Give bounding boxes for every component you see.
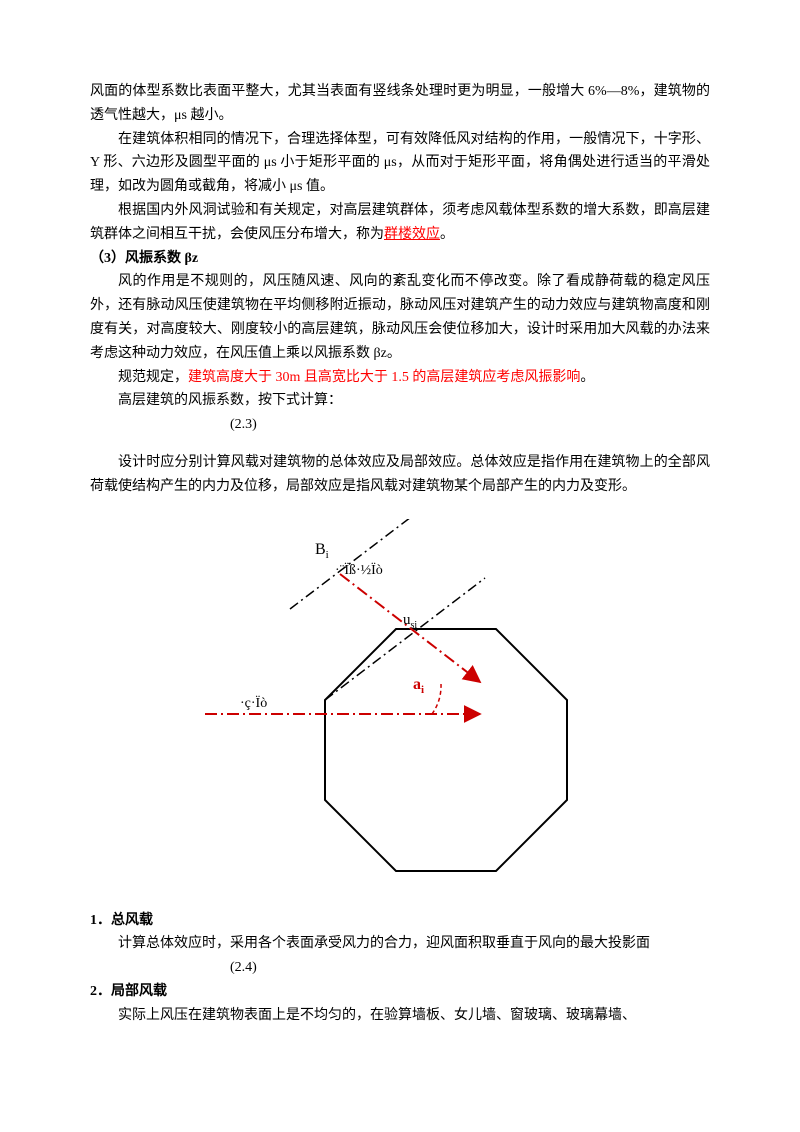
p5-text-c: 。	[580, 370, 594, 385]
paragraph-2: 在建筑体积相同的情况下，合理选择体型，可有效降低风对结构的作用，一般情况下，十字…	[90, 128, 710, 199]
section-2-heading: 2．局部风载	[90, 980, 710, 1004]
section-1-heading: 1．总风载	[90, 909, 710, 933]
p5-text-a: 规范规定，	[118, 370, 188, 385]
eq-num-24: (2.4)	[230, 956, 257, 980]
label-top-garbled: ·¨Ïß·½Ïò	[335, 561, 383, 578]
section-1-text: 计算总体效应时，采用各个表面承受风力的合力，迎风面积取垂直于风向的最大投影面	[90, 932, 710, 956]
octagon-wind-diagram: Bi ·¨Ïß·½Ïò usi ·ç·Ïò ai	[185, 519, 615, 889]
eq-num-23: (2.3)	[230, 413, 257, 437]
p3-highlight: 群楼效应	[384, 227, 440, 242]
equation-2-4: (2.4)	[90, 956, 710, 980]
p5-highlight: 建筑高度大于 30m 且高宽比大于 1.5 的高层建筑应考虑风振影响	[188, 370, 580, 385]
paragraph-4: 风的作用是不规则的，风压随风速、风向的紊乱变化而不停改变。除了看成静荷载的稳定风…	[90, 270, 710, 365]
paragraph-1: 风面的体型系数比表面平整大，尤其当表面有竖线条处理时更为明显，一般增大 6%—8…	[90, 80, 710, 128]
equation-2-3: (2.3)	[90, 413, 710, 437]
section-2-text: 实际上风压在建筑物表面上是不均匀的，在验算墙板、女儿墙、窗玻璃、玻璃幕墙、	[90, 1004, 710, 1028]
p3-text-c: 。	[440, 227, 454, 242]
paragraph-7: 设计时应分别计算风载对建筑物的总体效应及局部效应。总体效应是指作用在建筑物上的全…	[90, 451, 710, 499]
paragraph-3: 根据国内外风洞试验和有关规定，对高层建筑群体，须考虑风载体型系数的增大系数，即高…	[90, 199, 710, 247]
heading-3: （3）风振系数 βz	[90, 247, 710, 271]
paragraph-6: 高层建筑的风振系数，按下式计算：	[90, 389, 710, 413]
octagon-shape	[325, 629, 567, 871]
label-bi: Bi	[315, 541, 329, 561]
label-left-garbled: ·ç·Ïò	[240, 694, 267, 711]
paragraph-5: 规范规定，建筑高度大于 30m 且高宽比大于 1.5 的高层建筑应考虑风振影响。	[90, 366, 710, 390]
